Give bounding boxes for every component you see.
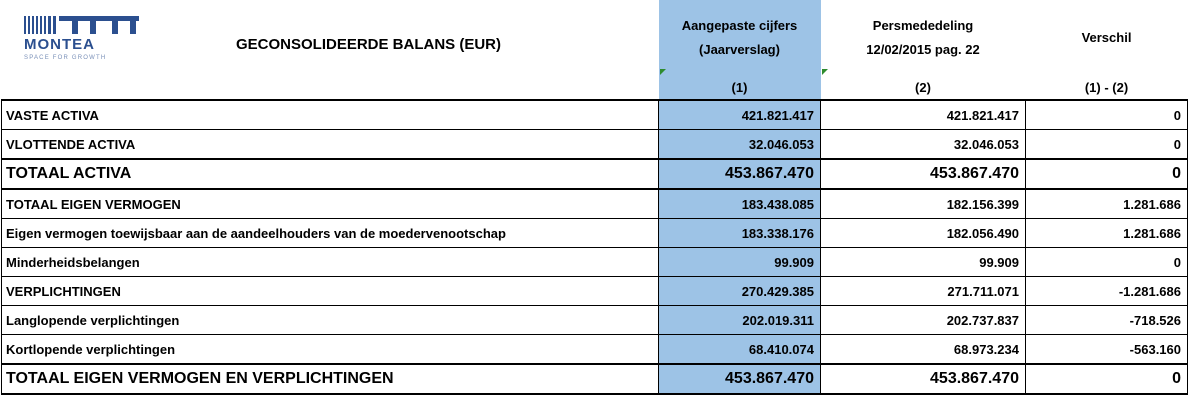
row-label: Langlopende verplichtingen	[1, 305, 659, 335]
table-row: VLOTTENDE ACTIVA 32.046.053 32.046.053 0	[1, 129, 1188, 160]
column-header: Verschil	[1026, 0, 1188, 75]
column-header: Aangepaste cijfers (Jaarverslag)	[658, 0, 821, 75]
logo-icon	[24, 16, 139, 34]
row-label: Minderheidsbelangen	[1, 247, 659, 277]
value-cell: 271.711.071	[820, 276, 1026, 306]
logo: MONTEA SPACE FOR GROWTH	[24, 16, 139, 61]
value-cell: 453.867.470	[658, 363, 821, 395]
header-row: Aangepaste cijfers (Jaarverslag) Persmeded…	[2, 0, 1188, 75]
column-subheader: (1)	[658, 75, 821, 101]
row-label: VERPLICHTINGEN	[1, 276, 659, 306]
value-cell: 0	[1025, 129, 1188, 160]
column-header-line: Aangepaste cijfers	[681, 17, 798, 33]
column-header-line: Verschil	[1081, 29, 1132, 45]
value-cell: 453.867.470	[820, 158, 1026, 190]
table-row: TOTAAL ACTIVA 453.867.470 453.867.470 0	[1, 158, 1188, 190]
value-cell: 99.909	[820, 247, 1026, 277]
table-row: TOTAAL EIGEN VERMOGEN 183.438.085 182.156.…	[1, 188, 1188, 219]
value-cell: 0	[1025, 99, 1188, 130]
value-cell: 183.338.176	[658, 218, 821, 248]
row-label: TOTAAL ACTIVA	[1, 158, 659, 190]
cell-marker	[660, 69, 666, 75]
value-cell: 68.410.074	[658, 334, 821, 365]
value-cell: -563.160	[1025, 334, 1188, 365]
row-label: Kortlopende verplichtingen	[1, 334, 659, 365]
value-cell: -718.526	[1025, 305, 1188, 335]
value-cell: 182.056.490	[820, 218, 1026, 248]
value-cell: 0	[1025, 158, 1188, 190]
column-subheader: (1) - (2)	[1025, 75, 1188, 101]
value-cell: 202.737.837	[820, 305, 1026, 335]
value-cell: 183.438.085	[658, 188, 821, 219]
table-row: Kortlopende verplichtingen 68.410.074 68.9…	[1, 334, 1188, 365]
column-subheader: (2)	[820, 75, 1026, 101]
row-label: VLOTTENDE ACTIVA	[1, 129, 659, 160]
row-label: TOTAAL EIGEN VERMOGEN EN VERPLICHTINGEN	[1, 363, 659, 395]
value-cell: 270.429.385	[658, 276, 821, 306]
value-cell: 202.019.311	[658, 305, 821, 335]
value-cell: 182.156.399	[820, 188, 1026, 219]
row-label: Eigen vermogen toewijsbaar aan de aandee…	[1, 218, 659, 248]
table-row: VASTE ACTIVA 421.821.417 421.821.417 0	[1, 99, 1188, 130]
table-row: Minderheidsbelangen 99.909 99.909 0	[1, 247, 1188, 277]
logo-name: MONTEA	[24, 36, 95, 53]
value-cell: 1.281.686	[1025, 188, 1188, 219]
value-cell: 68.973.234	[820, 334, 1026, 365]
table-row: Langlopende verplichtingen 202.019.311 202…	[1, 305, 1188, 335]
value-cell: 0	[1025, 363, 1188, 395]
value-cell: -1.281.686	[1025, 276, 1188, 306]
value-cell: 453.867.470	[658, 158, 821, 190]
row-label: TOTAAL EIGEN VERMOGEN	[1, 188, 659, 219]
value-cell: 32.046.053	[658, 129, 821, 160]
value-cell: 421.821.417	[820, 99, 1026, 130]
table-row: VERPLICHTINGEN 270.429.385 271.711.071 -1.2…	[1, 276, 1188, 306]
column-header-line: (Jaarverslag)	[699, 41, 780, 57]
table-row: Eigen vermogen toewijsbaar aan de aandee…	[1, 218, 1188, 248]
value-cell: 421.821.417	[658, 99, 821, 130]
column-header-line: Persmededeling	[872, 17, 974, 33]
value-cell: 1.281.686	[1025, 218, 1188, 248]
table-row: TOTAAL EIGEN VERMOGEN EN VERPLICHTINGEN 4…	[1, 363, 1188, 395]
row-label: VASTE ACTIVA	[1, 99, 659, 130]
table-title: GECONSOLIDEERDE BALANS (EUR)	[236, 36, 502, 53]
subheader-row: (1) (2) (1) - (2)	[1, 75, 1188, 101]
value-cell: 453.867.470	[820, 363, 1026, 395]
value-cell: 99.909	[658, 247, 821, 277]
column-header-line: 12/02/2015 pag. 22	[866, 41, 980, 57]
subheader-cell	[1, 75, 659, 101]
column-header: Persmededeling 12/02/2015 pag. 22	[821, 0, 1026, 75]
value-cell: 0	[1025, 247, 1188, 277]
value-cell: 32.046.053	[820, 129, 1026, 160]
logo-tagline: SPACE FOR GROWTH	[24, 55, 106, 61]
cell-marker	[822, 69, 828, 75]
